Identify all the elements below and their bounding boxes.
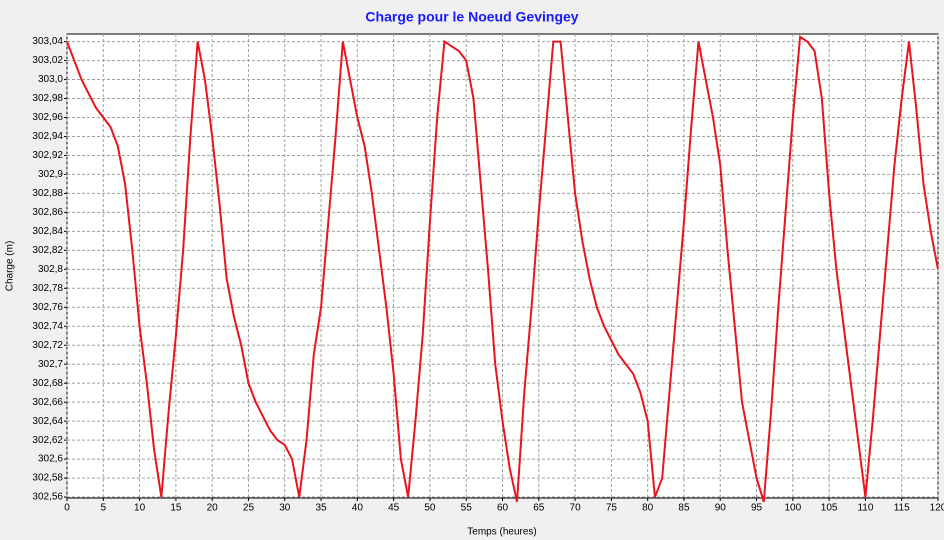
chart-title: Charge pour le Noeud Gevingey (365, 9, 578, 25)
y-tick-label: 302,74 (32, 321, 63, 332)
x-tick-label: 50 (424, 503, 436, 514)
x-tick-label: 115 (894, 503, 910, 514)
y-tick-label: 302,66 (32, 397, 63, 408)
x-tick-label: 105 (821, 503, 838, 514)
y-tick-label: 303,04 (32, 36, 63, 47)
y-tick-label: 302,58 (32, 473, 63, 484)
x-tick-label: 20 (207, 503, 219, 514)
y-tick-label: 302,88 (32, 188, 63, 199)
x-tick-label: 75 (606, 503, 618, 514)
y-tick-label: 302,92 (32, 150, 63, 161)
y-tick-label: 302,76 (32, 302, 63, 313)
x-tick-label: 70 (570, 503, 582, 514)
x-tick-label: 65 (533, 503, 545, 514)
x-axis-label: Temps (heures) (467, 527, 536, 538)
x-tick-label: 100 (784, 503, 801, 514)
y-tick-label: 302,7 (38, 359, 63, 370)
x-tick-label: 90 (715, 503, 727, 514)
y-tick-label: 302,68 (32, 378, 63, 389)
y-tick-label: 302,94 (32, 131, 63, 142)
y-tick-label: 302,98 (32, 93, 63, 104)
x-tick-label: 85 (678, 503, 690, 514)
x-tick-label: 10 (134, 503, 146, 514)
y-tick-label: 302,64 (32, 416, 63, 427)
x-tick-label: 110 (857, 503, 873, 514)
y-tick-label: 302,86 (32, 207, 63, 218)
x-tick-label: 95 (751, 503, 763, 514)
y-tick-label: 302,8 (38, 264, 63, 275)
x-tick-label: 45 (388, 503, 400, 514)
x-tick-label: 25 (243, 503, 255, 514)
y-tick-label: 302,62 (32, 435, 63, 446)
y-tick-label: 302,6 (38, 454, 63, 465)
y-tick-label: 302,96 (32, 112, 63, 123)
x-tick-label: 15 (170, 503, 182, 514)
x-tick-label: 80 (642, 503, 654, 514)
x-tick-label: 0 (64, 503, 70, 514)
y-tick-label: 302,82 (32, 245, 63, 256)
x-tick-label: 40 (352, 503, 364, 514)
y-axis-label: Charge (m) (5, 241, 16, 292)
x-tick-label: 120 (930, 503, 944, 514)
y-tick-label: 302,72 (32, 340, 63, 351)
y-tick-label: 303,02 (32, 55, 63, 66)
x-tick-label: 30 (279, 503, 291, 514)
x-tick-label: 5 (101, 503, 107, 514)
y-tick-label: 302,9 (38, 169, 63, 180)
y-tick-label: 302,56 (32, 492, 63, 503)
line (66, 35, 939, 503)
x-tick-label: 60 (497, 503, 509, 514)
x-tick-label: 55 (461, 503, 473, 514)
x-tick-label: 35 (315, 503, 327, 514)
y-tick-label: 303,0 (38, 74, 63, 85)
y-tick-label: 302,84 (32, 226, 63, 237)
y-tick-label: 302,78 (32, 283, 63, 294)
